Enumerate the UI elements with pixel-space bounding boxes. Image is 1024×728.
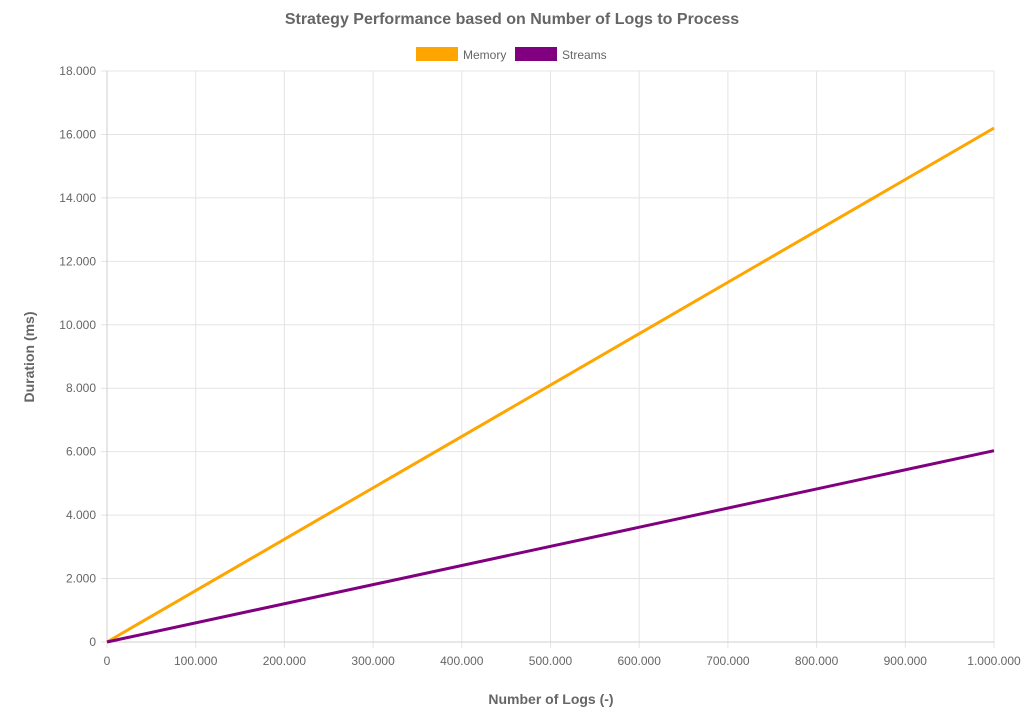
x-axis-title: Number of Logs (-)	[488, 691, 613, 707]
x-tick-label: 100.000	[174, 654, 218, 668]
x-tick-label: 400.000	[440, 654, 484, 668]
legend-swatch-streams[interactable]	[515, 47, 557, 61]
chart-title: Strategy Performance based on Number of …	[285, 11, 739, 28]
x-tick-label: 600.000	[618, 654, 662, 668]
y-tick-label: 14.000	[59, 191, 96, 205]
y-tick-label: 18.000	[59, 64, 96, 78]
x-tick-label: 500.000	[529, 654, 573, 668]
legend-label-memory[interactable]: Memory	[463, 48, 506, 62]
axes	[106, 71, 994, 643]
y-axis-ticks: 0 2.000 4.000 6.000 8.000 10.000 12.000 14.000 1…	[59, 64, 96, 649]
series-lines	[106, 126, 995, 644]
x-tick-label: 700.000	[706, 654, 750, 668]
y-tick-label: 4.000	[66, 508, 96, 522]
legend: Memory Streams	[416, 47, 607, 62]
series-line-streams	[106, 449, 995, 644]
x-tick-label: 1.000.000	[967, 654, 1021, 668]
y-tick-label: 10.000	[59, 318, 96, 332]
legend-label-streams[interactable]: Streams	[562, 48, 607, 62]
legend-swatch-memory[interactable]	[416, 47, 458, 61]
y-tick-label: 12.000	[59, 254, 96, 268]
y-axis-title: Duration (ms)	[21, 312, 37, 403]
x-tick-label: 800.000	[795, 654, 839, 668]
x-tick-label: 0	[104, 654, 111, 668]
x-tick-label: 900.000	[884, 654, 928, 668]
y-tick-label: 6.000	[66, 445, 96, 459]
x-tick-label: 200.000	[263, 654, 307, 668]
y-tick-label: 0	[89, 635, 96, 649]
y-tick-label: 2.000	[66, 572, 96, 586]
x-tick-label: 300.000	[351, 654, 395, 668]
x-axis-ticks: 0 100.000 200.000 300.000 400.000 500.000 600.…	[104, 654, 1021, 668]
series-line-memory	[106, 126, 995, 644]
y-tick-label: 16.000	[59, 127, 96, 141]
grid	[101, 70, 995, 648]
y-tick-label: 8.000	[66, 381, 96, 395]
